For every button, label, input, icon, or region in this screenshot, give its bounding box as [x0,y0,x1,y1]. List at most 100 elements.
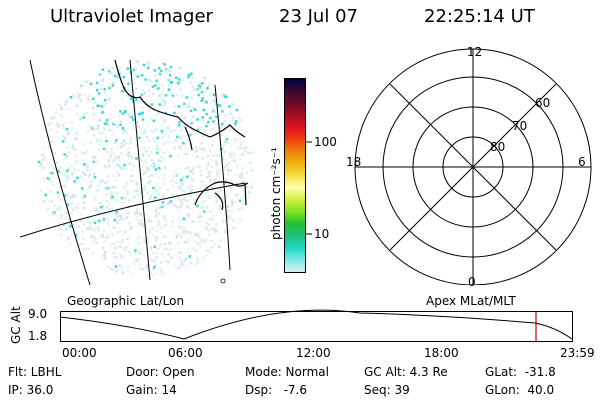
emission-speck [223,144,226,147]
emission-speck [163,182,166,186]
emission-speck [159,160,163,163]
emission-speck [107,72,111,75]
emission-speck [158,94,161,97]
emission-speck [200,240,203,243]
emission-speck [79,219,82,223]
emission-speck [196,129,199,132]
emission-speck [222,220,226,223]
emission-speck [173,105,177,108]
emission-speck [222,94,225,97]
emission-speck [122,75,126,79]
emission-speck [136,218,140,222]
timeline-x-0600: 06:00 [168,346,203,360]
emission-speck [224,212,227,215]
emission-speck [153,69,156,72]
emission-speck [223,168,227,171]
emission-speck [89,125,93,128]
emission-speck [93,101,97,104]
emission-speck [101,233,104,236]
emission-speck [67,151,70,155]
emission-speck [119,110,122,113]
emission-speck [249,161,252,165]
emission-speck [119,214,123,218]
emission-speck [157,206,161,210]
emission-speck [97,184,100,187]
emission-speck [73,168,76,171]
emission-speck [54,111,58,114]
emission-speck [193,234,197,237]
emission-speck [194,249,197,252]
emission-speck [107,208,111,211]
emission-speck [179,198,183,202]
emission-speck [114,141,117,145]
emission-speck [56,191,60,194]
emission-speck [236,147,240,150]
emission-speck [189,231,192,234]
colorbar-tick-100: 100 [314,135,337,149]
emission-speck [144,78,147,81]
emission-speck [151,274,154,277]
emission-speck [190,185,194,188]
emission-speck [117,159,121,162]
emission-speck [136,75,139,78]
emission-speck [191,76,194,79]
emission-speck [180,134,184,137]
emission-speck [173,197,176,200]
emission-speck [181,231,185,234]
emission-speck [114,157,117,160]
emission-speck [137,122,140,126]
emission-speck [129,97,133,101]
emission-speck [141,187,145,190]
emission-speck [73,154,76,157]
emission-speck [217,190,220,194]
emission-speck [112,152,116,156]
emission-speck [62,174,66,177]
emission-speck [157,111,161,114]
emission-speck [178,120,181,124]
emission-speck [148,77,152,81]
emission-speck [214,190,217,194]
emission-speck [83,163,86,166]
emission-speck [135,120,139,124]
emission-speck [97,92,101,95]
emission-speck [197,83,200,86]
mlat-60-label: 60 [535,96,551,110]
emission-speck [132,118,135,122]
emission-speck [119,123,122,127]
emission-speck [74,234,78,237]
emission-speck [185,199,188,203]
emission-speck [163,217,167,220]
emission-speck [152,130,155,133]
emission-speck [245,151,248,154]
emission-speck [160,267,164,271]
emission-speck [73,137,76,140]
emission-speck [93,198,96,201]
emission-speck [116,214,120,218]
emission-speck [174,231,177,234]
emission-speck [101,246,105,249]
emission-speck [214,102,217,106]
emission-speck [102,229,106,232]
emission-speck [114,156,117,159]
emission-speck [163,120,166,123]
emission-speck [120,255,123,259]
emission-speck [128,162,132,165]
emission-speck [201,119,205,123]
emission-speck [97,124,100,128]
emission-speck [114,123,117,127]
emission-speck [172,185,175,188]
emission-speck [164,102,167,105]
emission-speck [236,221,239,225]
emission-speck [129,179,133,182]
emission-speck [199,86,203,90]
mlt-12-label: 12 [467,45,483,59]
emission-speck [41,167,45,170]
emission-speck [200,147,203,151]
gc-alt-info: GC Alt: 4.3 Re [364,365,448,379]
emission-speck [63,170,66,173]
emission-speck [211,227,215,231]
emission-speck [148,89,151,93]
emission-speck [141,267,144,271]
emission-speck [201,116,204,119]
mlat-80-label: 80 [490,140,506,154]
